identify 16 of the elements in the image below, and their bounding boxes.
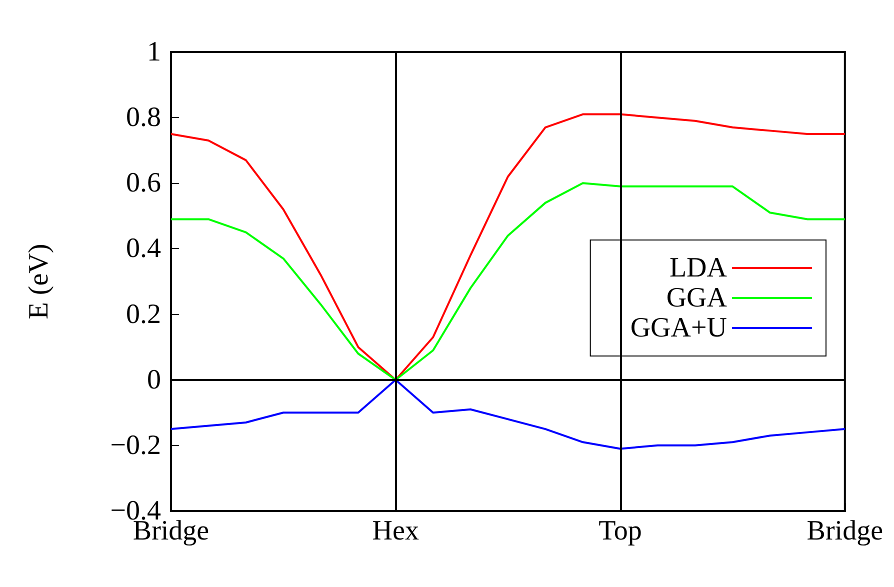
line-series [170,378,846,450]
y-tick-label: 0.6 [126,168,161,199]
y-tick-label: 0.4 [126,233,161,264]
y-tick-label: 0.2 [126,298,161,330]
legend-label: LDA [669,252,728,284]
y-tick-label: −0.2 [110,430,161,461]
y-tick-label: 0.8 [126,102,161,134]
legend-label: GGA [666,282,728,314]
x-tick-label: Top [598,516,642,546]
y-tick-label: 1 [147,36,161,68]
legend-label: GGA+U [630,312,727,344]
x-tick-label: Hex [372,516,419,546]
x-tick-label: Bridge [806,516,884,546]
y-axis-title: E (eV) [24,244,54,320]
line-series [170,182,846,381]
y-tick-label: 0 [147,364,161,396]
